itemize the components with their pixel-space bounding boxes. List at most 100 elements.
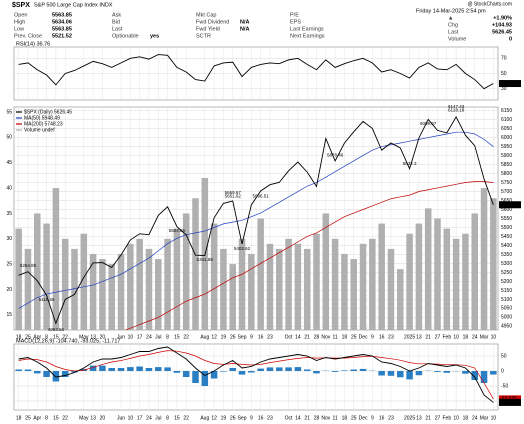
y2-tick-label: 30 [6,236,12,242]
y2-tick-label: 45 [6,160,12,166]
x-tick-label: 22 [183,415,189,421]
index-name: S&P 500 Large Cap Index INDX [34,2,113,8]
quote-value: 5634.06 [52,19,72,25]
bar [331,371,339,372]
y-tick-label: 5350 [501,252,512,258]
quote-label: Fwd Dividend [196,19,229,25]
quote-label: Low [14,26,24,32]
y2-tick-label: 40 [6,185,12,191]
x-tick-label: 24 [472,334,478,340]
bar [434,218,441,330]
bar [424,208,432,330]
y-tick-label: 5400 [501,243,512,249]
x-tick-label: Mar [480,415,489,421]
bar [43,371,50,377]
bar [145,368,153,371]
bar [248,371,255,373]
y-tick-label: 5250 [501,270,512,276]
x-tick-label: 15 [53,334,59,340]
bar [71,248,78,330]
bar [192,371,199,383]
bar [406,371,413,380]
bar [229,368,236,371]
x-tick-label: Jun [117,334,125,340]
bar [490,371,497,375]
x-tick-label: 9 [371,415,374,421]
plot [15,346,497,403]
x-tick-label: 16 [379,415,385,421]
x-tick-label: 23 [267,334,273,340]
panel [13,343,499,411]
x-tick-label: Oct [285,415,293,421]
y-tick-label: 5450 [501,234,512,240]
x-tick-label: 13 [90,334,96,340]
x-tick-label: 19 [221,415,227,421]
x-tick-label: 16 [258,334,264,340]
x-tick-label: 16 [379,334,385,340]
bar [443,228,451,330]
bar [127,367,134,371]
x-tick-label: 21 [425,334,431,340]
y-tick-label: 5550 [501,216,512,222]
quote-label: EPS [290,19,301,25]
copyright: @ StockCharts.com [467,1,512,7]
x-tick-label: 18 [342,334,348,340]
bar [34,371,41,374]
bar [359,243,367,330]
x-tick-label: 21 [304,334,310,340]
series-line [18,131,494,309]
x-tick-label: 24 [472,415,478,421]
bar [238,238,246,330]
summary-label: Chg [448,22,458,28]
summary-label: Volume [448,36,466,42]
bar [136,238,143,330]
bar [387,248,395,330]
x-tick-label: May [79,334,89,340]
bar [24,369,32,371]
y-tick-label: -50 [501,383,508,389]
price-annotation: 6099.97 [420,121,437,126]
bar [136,366,143,371]
x-tick-label: 27 [435,415,441,421]
quote-label: Bid [112,19,120,25]
bar [462,233,469,330]
bar [220,371,227,372]
y-tick-label: 50 [501,353,507,359]
bar [285,238,292,330]
bar [117,253,125,330]
y-tick-label: 5950 [501,144,512,150]
x-tick-label: 8 [45,415,48,421]
bar [480,371,488,383]
bar [322,213,330,330]
bar [434,371,441,372]
x-tick-label: 10 [491,415,497,421]
x-tick-label: 8 [166,334,169,340]
x-tick-label: 14 [295,334,301,340]
y-tick-label: 5200 [501,279,512,285]
y-tick-label: 5000 [501,315,512,321]
y-tick-label: 5900 [501,153,512,159]
x-tick-label: 13 [416,334,422,340]
x-tick-label: 12 [211,334,217,340]
symbol: $SPX [12,2,30,9]
bar [127,243,134,330]
series-line [18,54,494,90]
x-tick-label: Jul [155,334,161,340]
x-tick-label: 15 [174,415,180,421]
quote-value: N/A [240,19,250,25]
x-tick-label: 22 [62,415,68,421]
bar [350,369,357,371]
x-tick-label: Jul [155,415,161,421]
bar [276,367,283,371]
x-tick-label: Apr [33,334,41,340]
bar [415,223,423,330]
x-tick-label: Sep [238,415,247,421]
bar [145,248,153,330]
bar [490,198,497,330]
x-tick-label: 25 [351,415,357,421]
x-tick-label: 10 [453,334,459,340]
summary-value: 5626.45 [492,29,512,35]
value-tag-box [499,80,521,88]
y-tick-label: 5600 [501,207,512,213]
x-tick-label: Nov [321,334,330,340]
